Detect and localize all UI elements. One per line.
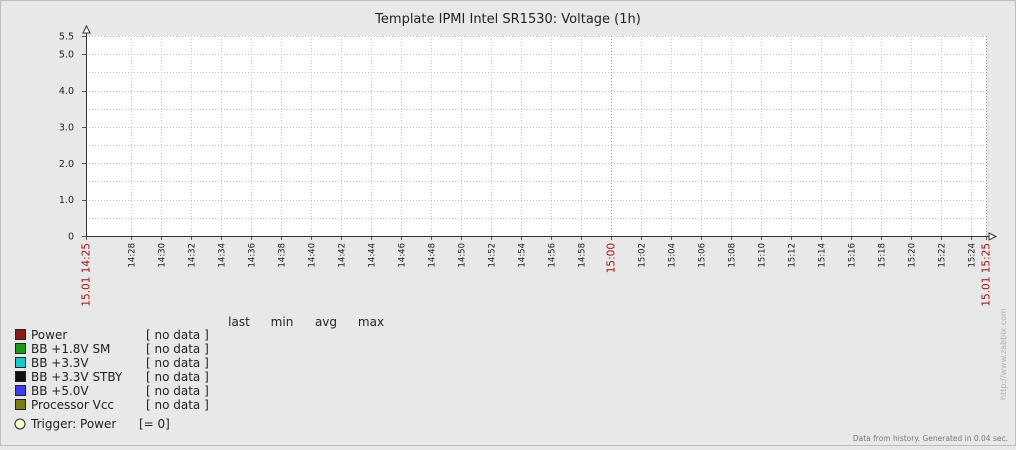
legend-swatch [15, 357, 26, 368]
trigger-marker [14, 418, 26, 430]
x-tick-label: 14:46 [398, 243, 408, 268]
x-tick-label: 15:18 [878, 243, 888, 268]
legend-series-status: [ no data ] [146, 384, 209, 398]
x-tick-label: 15:12 [788, 243, 798, 268]
legend-series-name: Processor Vcc [31, 398, 114, 412]
y-tick-label: 3.0 [59, 122, 74, 133]
x-tick-label: 15:02 [638, 243, 648, 268]
legend-series-name: BB +3.3V [31, 356, 89, 370]
x-axis-arrow [988, 232, 998, 241]
trigger-value: [= 0] [139, 417, 170, 431]
x-tick-label: 14:40 [308, 243, 318, 268]
legend-series-status: [ no data ] [146, 342, 209, 356]
legend-series-name: Power [31, 328, 67, 342]
y-tick-label: 5.0 [59, 50, 74, 61]
x-tick-label: 15:14 [818, 243, 828, 268]
legend-series-name: BB +3.3V STBY [31, 370, 123, 384]
x-tick-label: 14:54 [518, 243, 528, 268]
x-tick-label: 14:30 [158, 243, 168, 268]
legend-swatch [15, 329, 26, 340]
trigger-label: Trigger: Power [30, 417, 116, 431]
x-tick-label: 14:34 [218, 243, 228, 268]
chart-title: Template IPMI Intel SR1530: Voltage (1h) [374, 12, 641, 27]
legend-series-status: [ no data ] [146, 398, 209, 412]
y-axis-arrow [82, 24, 91, 34]
x-tick-label: 14:42 [338, 243, 348, 268]
legend-swatch [15, 371, 26, 382]
x-tick-label: 14:48 [428, 243, 438, 268]
x-tick-label: 14:58 [578, 243, 588, 268]
y-tick-label: 0 [68, 232, 74, 243]
x-tick-label: 14:32 [188, 243, 198, 268]
legend-column-header: min [271, 315, 294, 329]
x-tick-label: 15.01 14:25 [81, 243, 93, 307]
x-tick-label: 14:36 [248, 243, 258, 268]
legend-swatch [15, 343, 26, 354]
x-tick-label: 15.01 15:25 [981, 243, 993, 307]
legend-column-header: avg [315, 315, 337, 329]
x-tick-label: 15:16 [848, 243, 858, 268]
x-tick-label: 15:06 [698, 243, 708, 268]
x-tick-label: 14:50 [458, 243, 468, 268]
legend-series-status: [ no data ] [146, 356, 209, 370]
x-tick-label: 14:38 [278, 243, 288, 268]
legend-swatch [15, 399, 26, 410]
x-tick-label: 14:44 [368, 243, 378, 268]
x-tick-label: 14:52 [488, 243, 498, 268]
x-tick-label: 14:28 [128, 243, 138, 268]
x-tick-label: 15:00 [606, 243, 618, 273]
legend-column-header: last [228, 315, 250, 329]
footer-note: Data from history. Generated in 0.04 sec… [853, 434, 1008, 443]
x-tick-label: 15:04 [668, 243, 678, 268]
x-tick-label: 15:10 [758, 243, 768, 268]
y-tick-label: 1.0 [59, 195, 74, 206]
plot-area [86, 36, 986, 236]
legend-series-status: [ no data ] [146, 328, 209, 342]
legend-series-name: BB +1.8V SM [31, 342, 110, 356]
x-tick-label: 15:08 [728, 243, 738, 268]
y-tick-label: 5.5 [59, 32, 74, 43]
x-tick-label: 15:20 [908, 243, 918, 268]
watermark: http://www.zabbix.com [999, 308, 1008, 400]
y-tick-label: 4.0 [59, 86, 74, 97]
x-tick-label: 14:56 [548, 243, 558, 268]
legend-series-status: [ no data ] [146, 370, 209, 384]
x-tick-label: 15:24 [968, 243, 978, 268]
legend-series-name: BB +5.0V [31, 384, 89, 398]
x-tick-label: 15:22 [938, 243, 948, 268]
legend-swatch [15, 385, 26, 396]
legend-column-header: max [358, 315, 384, 329]
y-tick-label: 2.0 [59, 159, 74, 170]
